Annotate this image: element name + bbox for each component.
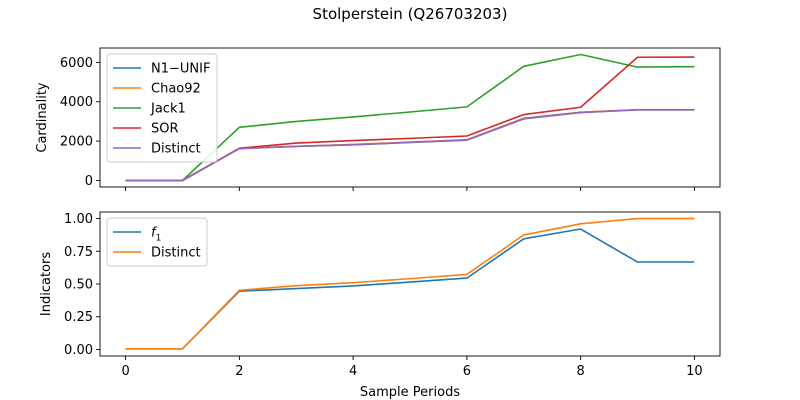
series-line-0-2 [125,53,695,182]
x-tick-label-1-3: 6 [463,364,471,379]
series-line-0-4 [125,109,695,182]
y-tick-label-1-1: 0.25 [64,310,93,325]
axes-frame-0 [99,47,721,188]
legend-label-1-0: f1 [151,226,161,244]
series-line-1-1 [125,217,695,350]
y-axis-label-0: Cardinality [35,82,50,153]
y-tick-label-0-3: 6000 [60,56,93,71]
legend-label-1-1: Distinct [151,246,201,261]
indicators-subplot: 0 2 4 6 8 10 0.00 0.25 0.50 0.75 1.00 Indicators Sam… [39,211,721,400]
y-axis-label-1: Indicators [39,252,54,316]
x-tick-label-1-4: 8 [577,364,585,379]
x-tick-label-1-0: 0 [121,364,129,379]
y-tick-label-0-2: 4000 [60,95,93,110]
x-tick-label-1-1: 2 [235,364,243,379]
figure-title: Stolperstein (Q26703203) [313,5,508,23]
x-tick-label-1-5: 10 [686,364,703,379]
cardinality-subplot: 0 2000 4000 6000 Cardinality N1−UNIF Chao92 Jac… [35,47,721,191]
y-tick-label-0-0: 0 [85,174,93,189]
legend-box-1 [106,217,208,267]
y-tick-label-1-3: 0.75 [64,245,93,260]
y-tick-label-1-4: 1.00 [64,212,93,227]
legend-box-0 [106,53,218,163]
legend-label-0-1: Chao92 [151,82,201,97]
x-tick-label-1-2: 4 [349,364,357,379]
y-tick-label-1-0: 0.00 [64,343,93,358]
legend-label-0-3: SOR [151,122,179,137]
x-axis-label-1: Sample Periods [360,385,460,400]
y-tick-label-1-2: 0.50 [64,278,93,293]
y-tick-label-0-1: 2000 [60,135,93,150]
legend-label-0-0: N1−UNIF [151,62,210,77]
legend-label-0-4: Distinct [151,142,201,157]
legend-label-0-2: Jack1 [150,102,186,117]
